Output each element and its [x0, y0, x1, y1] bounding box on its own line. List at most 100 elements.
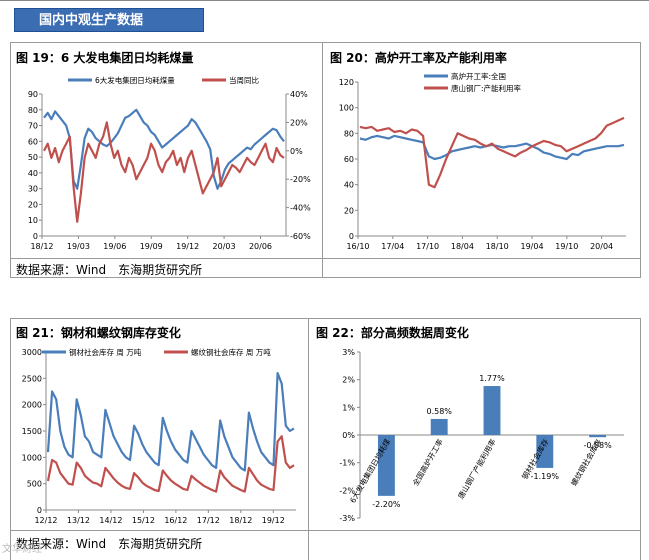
fig19-ytick-label: 80 — [28, 106, 38, 115]
fig21-xtick-label: 14/12 — [99, 516, 122, 525]
bottom-left-border — [10, 318, 11, 560]
fig19-series-1-line — [43, 121, 285, 223]
fig20-xtick-label: 19/04 — [520, 242, 543, 251]
fig19-y2tick-label: 20% — [290, 118, 308, 127]
fig21-xtick-label: 12/12 — [34, 516, 57, 525]
fig21-xtick-label: 18/12 — [229, 516, 252, 525]
fig21-ytick-label: 2000 — [22, 401, 42, 410]
fig21-legend-label-0: 钢材社会库存 周 万吨 — [69, 347, 142, 357]
top-panels-bottom-border — [10, 277, 640, 278]
fig20-xtick-label: 17/10 — [416, 242, 439, 251]
top-rule — [0, 0, 649, 1]
fig22-ytick-label: 0% — [342, 431, 355, 440]
fig20-ytick-label: 20 — [344, 206, 354, 215]
fig22-ytick-label: 1% — [342, 403, 355, 412]
fig19-xtick-label: 19/12 — [176, 242, 199, 251]
fig22-value-label-2: 1.77% — [479, 374, 505, 383]
fig20-ytick-label: 100 — [339, 104, 354, 113]
top-panels-top-border — [10, 42, 640, 43]
fig19-xtick-label: 19/06 — [103, 242, 126, 251]
fig19-y2tick-label: -40% — [290, 204, 311, 213]
fig20-series-0-line — [359, 134, 625, 161]
fig19-series-0-line — [43, 108, 285, 190]
fig22-category-label-2: 唐山钢厂产能利用率 — [455, 437, 498, 501]
fig22-value-label-4: -0.08% — [583, 441, 612, 450]
fig20-ytick-label: 40 — [344, 181, 354, 190]
fig19-ytick-label: 60 — [28, 137, 38, 146]
fig20-xtick-label: 17/04 — [381, 242, 404, 251]
top-middle-border — [322, 42, 323, 278]
fig19-chart: 0 10 20 30 40 50 60 70 80 90 -60% -40% -20% 0% 20% 40% 1… — [28, 75, 311, 251]
fig20-ytick-label: 0 — [349, 232, 354, 241]
fig20-chart: 0 20 40 60 80 100 120 16/10 17/04 17/10 18/04 18/10… — [339, 71, 626, 251]
fig19-y2tick-label: 0% — [290, 147, 303, 156]
fig21-legend-label-1: 螺纹钢社会库存 周 万吨 — [191, 347, 271, 357]
fig21-ytick-label: 3000 — [22, 348, 42, 357]
fig20-xtick-label: 20/04 — [590, 242, 613, 251]
fig19-ytick-label: 70 — [28, 122, 38, 131]
fig19-title: 图 19：6 大发电集团日均耗煤量 — [16, 51, 194, 65]
fig19-xtick-label: 19/09 — [140, 242, 163, 251]
top-panels-divider — [10, 258, 640, 259]
fig22-bar-2 — [483, 386, 501, 435]
fig20-xtick-label: 18/10 — [486, 242, 509, 251]
bottom-panels-top-border — [10, 318, 640, 319]
fig19-ytick-label: 40 — [28, 169, 38, 178]
fig22-chart: -3%-2%-1%0%1%2%3%-2.20%6大发电集团日均耗煤0.58%全国… — [339, 348, 624, 523]
fig19-ytick-label: 90 — [28, 90, 38, 99]
fig22-ytick-label: -2% — [339, 486, 355, 495]
fig21-ytick-label: 500 — [27, 480, 42, 489]
fig19-xtick-label: 20/06 — [249, 242, 272, 251]
fig22-bar-0 — [377, 435, 395, 496]
top-left-border — [10, 42, 11, 278]
fig22-ytick-label: -1% — [339, 459, 355, 468]
source-top: 数据来源：Wind 东海期货研究所 — [16, 263, 203, 277]
fig19-ytick-label: 30 — [28, 185, 38, 194]
fig20-xtick-label: 19/10 — [555, 242, 578, 251]
fig19-y2tick-label: -20% — [290, 175, 311, 184]
fig22-bar-1 — [430, 418, 448, 435]
bottom-panels-divider — [10, 530, 640, 531]
fig19-ytick-label: 50 — [28, 153, 38, 162]
fig22-value-label-3: -1.19% — [531, 472, 560, 481]
fig20-xtick-label: 16/10 — [346, 242, 369, 251]
fig19-legend-label-1: 当周同比 — [229, 75, 259, 85]
bottom-middle-border — [308, 318, 309, 560]
fig20-ytick-label: 120 — [339, 78, 354, 87]
fig20-series-1-line — [359, 116, 625, 189]
fig19-ytick-label: 10 — [28, 216, 38, 225]
fig19-ytick-label: 0 — [33, 232, 38, 241]
fig22-ytick-label: 3% — [342, 348, 355, 357]
fig21-chart: 0 500 1000 1500 2000 2500 3000 12/12 13/12 14/12 1… — [22, 347, 296, 525]
fig20-xtick-label: 18/04 — [451, 242, 474, 251]
fig21-ytick-label: 1500 — [22, 427, 42, 436]
fig20-ytick-label: 80 — [344, 129, 354, 138]
fig21-xtick-label: 19/12 — [262, 516, 285, 525]
fig21-series-0-line — [46, 372, 295, 472]
top-right-border — [640, 42, 641, 278]
fig19-legend-label-0: 6大发电集团日均耗煤量 — [95, 75, 175, 85]
fig21-xtick-label: 15/12 — [132, 516, 155, 525]
fig21-xtick-label: 16/12 — [164, 516, 187, 525]
fig19-xtick-label: 19/03 — [67, 242, 90, 251]
fig21-xtick-label: 13/12 — [67, 516, 90, 525]
fig22-bar-3 — [536, 435, 554, 468]
fig19-xtick-label: 20/03 — [213, 242, 236, 251]
fig20-ytick-label: 60 — [344, 155, 354, 164]
source-bottom: 数据来源：Wind 东海期货研究所 — [16, 537, 203, 551]
fig21-ytick-label: 2500 — [22, 374, 42, 383]
fig20-legend-label-1: 唐山钢厂:产能利用率 — [451, 83, 522, 93]
fig21-xtick-label: 17/12 — [197, 516, 220, 525]
fig19-y2tick-label: 40% — [290, 90, 308, 99]
fig20-legend-label-0: 高炉开工率:全国 — [451, 71, 506, 81]
fig20-title: 图 20：高炉开工率及产能利用率 — [330, 51, 507, 65]
fig22-value-label-1: 0.58% — [426, 407, 452, 416]
fig22-ytick-label: 2% — [342, 376, 355, 385]
fig22-ytick-label: -3% — [339, 514, 355, 523]
fig22-category-label-1: 全国高炉开工率 — [410, 437, 445, 488]
watermark: 文华财经 — [2, 544, 42, 555]
fig19-y2tick-label: -60% — [290, 232, 311, 241]
fig19-ytick-label: 20 — [28, 200, 38, 209]
section-banner: 国内中观生产数据 — [14, 8, 204, 32]
fig22-title: 图 22：部分高频数据周变化 — [316, 326, 469, 340]
